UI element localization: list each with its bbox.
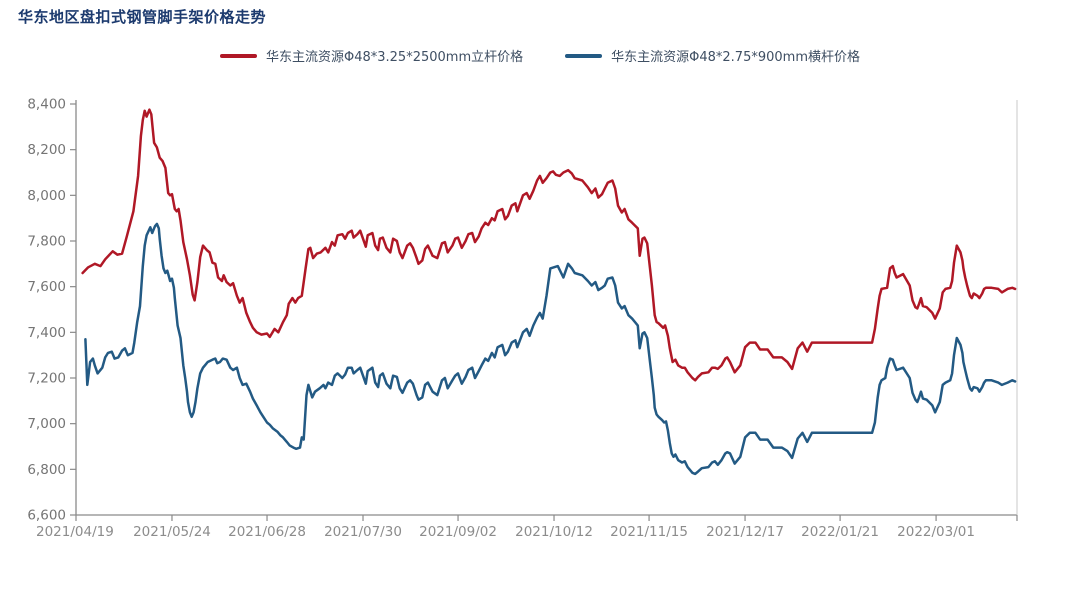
blue-line-swatch [565, 53, 603, 58]
x-tick-label: 2021/12/17 [706, 524, 784, 540]
y-tick-label: 7,800 [27, 234, 66, 250]
x-tick-label: 2021/11/15 [610, 524, 688, 540]
x-tick-label: 2022/03/01 [897, 524, 975, 540]
y-tick-label: 7,600 [27, 279, 66, 295]
y-tick-label: 7,400 [27, 325, 66, 341]
x-tick-label: 2021/05/24 [133, 524, 211, 540]
y-tick-label: 8,000 [27, 188, 66, 204]
x-tick-label: 2022/01/21 [801, 524, 879, 540]
x-tick-label: 2021/04/19 [36, 524, 114, 540]
x-tick-label: 2021/09/02 [419, 524, 497, 540]
y-tick-label: 6,800 [27, 462, 66, 478]
legend-label-vertical-pole: 华东主流资源Φ48*3.25*2500mm立杆价格 [265, 50, 524, 65]
x-tick-label: 2021/10/12 [515, 524, 593, 540]
y-tick-label: 7,200 [27, 371, 66, 387]
red-line-swatch [219, 53, 257, 58]
x-tick-label: 2021/07/30 [324, 524, 402, 540]
chart-title: 华东地区盘扣式钢管脚手架价格走势 [18, 8, 267, 26]
y-tick-label: 6,600 [27, 508, 66, 524]
legend-label-horizontal-bar: 华东主流资源Φ48*2.75*900mm横杆价格 [611, 50, 860, 65]
series-line-1 [84, 222, 1017, 476]
series-line-0 [81, 108, 1017, 382]
legend: 华东主流资源Φ48*3.25*2500mm立杆价格 华东主流资源Φ48*2.75… [0, 46, 1080, 65]
legend-item-horizontal-bar: 华东主流资源Φ48*2.75*900mm横杆价格 [565, 46, 860, 65]
y-tick-label: 8,400 [27, 97, 66, 113]
y-tick-label: 8,200 [27, 142, 66, 158]
legend-item-vertical-pole: 华东主流资源Φ48*3.25*2500mm立杆价格 [219, 46, 524, 65]
y-tick-label: 7,000 [27, 416, 66, 432]
x-tick-label: 2021/06/28 [228, 524, 306, 540]
